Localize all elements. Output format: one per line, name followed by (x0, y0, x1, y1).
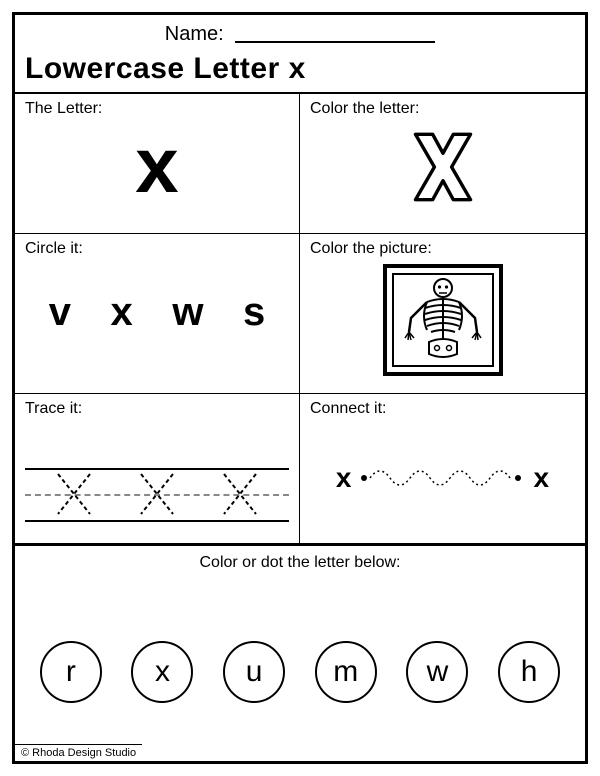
cell-the-letter: The Letter: x (15, 94, 300, 234)
xray-picture-frame[interactable] (383, 264, 503, 376)
cell-color-picture: Color the picture: (300, 234, 585, 394)
circle-letter: r (66, 655, 76, 689)
label-the-letter: The Letter: (25, 100, 289, 118)
page-title: Lowercase Letter x (15, 50, 585, 92)
trace-x-icon (135, 468, 179, 520)
cell-trace-it: Trace it: (15, 394, 300, 544)
circle-option[interactable]: x (111, 290, 133, 335)
trace-x-icon (218, 468, 262, 520)
label-color-picture: Color the picture: (310, 240, 575, 258)
letter-circle[interactable]: w (406, 641, 468, 703)
label-bottom: Color or dot the letter below: (25, 554, 575, 572)
xray-picture (392, 273, 494, 367)
letter-circle[interactable]: r (40, 641, 102, 703)
cell-circle-it: Circle it: v x w s (15, 234, 300, 394)
name-input-line[interactable] (235, 27, 435, 43)
connect-right-x: x (534, 462, 550, 494)
circle-letter: x (155, 655, 170, 689)
display-letter-x: x (25, 126, 289, 204)
trace-letters (25, 468, 289, 520)
label-color-letter: Color the letter: (310, 100, 575, 118)
letter-circle[interactable]: u (223, 641, 285, 703)
bottom-section: Color or dot the letter below: r x u m w… (15, 546, 585, 761)
circle-letter: w (427, 655, 449, 689)
label-trace-it: Trace it: (25, 400, 289, 418)
circle-letter: m (333, 655, 358, 689)
letter-circle[interactable]: m (315, 641, 377, 703)
trace-x-icon (52, 468, 96, 520)
cell-connect-it: Connect it: x x (300, 394, 585, 544)
letter-circle[interactable]: x (131, 641, 193, 703)
letter-circle[interactable]: h (498, 641, 560, 703)
circle-option[interactable]: w (172, 290, 203, 335)
name-label: Name: (165, 23, 224, 45)
outline-letter-x[interactable] (310, 124, 575, 215)
activity-grid: The Letter: x Color the letter: Circle i… (15, 92, 585, 546)
connect-row[interactable]: x x (310, 428, 575, 528)
trace-lines[interactable] (25, 434, 289, 534)
circle-option[interactable]: v (49, 290, 71, 335)
worksheet-page: Name: Lowercase Letter x The Letter: x C… (12, 12, 588, 764)
cell-color-letter: Color the letter: (300, 94, 585, 234)
circle-letters-row[interactable]: v x w s (25, 262, 289, 362)
label-circle-it: Circle it: (25, 240, 289, 258)
label-connect-it: Connect it: (310, 400, 575, 418)
circle-option[interactable]: s (243, 290, 265, 335)
circle-letter: u (246, 655, 263, 689)
connect-wave-icon (358, 461, 528, 495)
letter-circles-row: r x u m w h (25, 586, 575, 757)
connect-left-x: x (336, 462, 352, 494)
copyright-text: © Rhoda Design Studio (15, 744, 142, 761)
name-row: Name: (15, 15, 585, 50)
writing-line-bottom (25, 520, 289, 522)
circle-letter: h (521, 655, 538, 689)
